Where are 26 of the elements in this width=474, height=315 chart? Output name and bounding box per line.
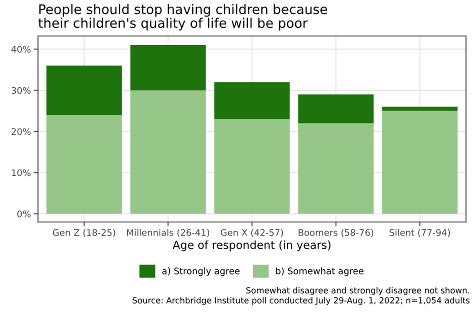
y-tick-label: 20% [12,128,31,136]
x-tick-label: Boomers (58-76) [298,228,374,237]
chart-title: People should stop having children because their children's quality of life will be poor [38,4,328,31]
legend-label: a) Strongly agree [162,267,240,276]
bar [298,94,374,124]
legend-label: b) Somewhat agree [276,267,364,276]
bar [130,90,206,214]
x-tick-label: Millennials (26-41) [127,228,210,237]
bar [298,123,374,214]
bar [214,82,290,120]
x-tick-label: Gen X (42-57) [220,228,283,237]
x-tick-label: Silent (77-94) [390,228,450,237]
x-tick-label: Gen Z (18-25) [52,228,116,237]
y-tick-label: 40% [11,46,31,53]
y-tick-label: 30% [12,87,31,94]
bar [46,115,122,214]
bar [214,119,290,214]
y-tick-label: 0% [17,210,31,218]
bar [46,66,122,116]
x-axis-title: Age of respondent (in years) [172,240,330,252]
source-note: Source: Archbridge Institute poll conducted July 29-Aug. 1, 2022; n=1,054 adults [132,297,470,306]
bar [382,106,458,111]
bar [382,110,458,214]
bar [130,45,206,90]
y-tick-label: 10% [12,169,31,176]
text: Somewhat disagree and strongly disagree not shown. [246,287,470,296]
